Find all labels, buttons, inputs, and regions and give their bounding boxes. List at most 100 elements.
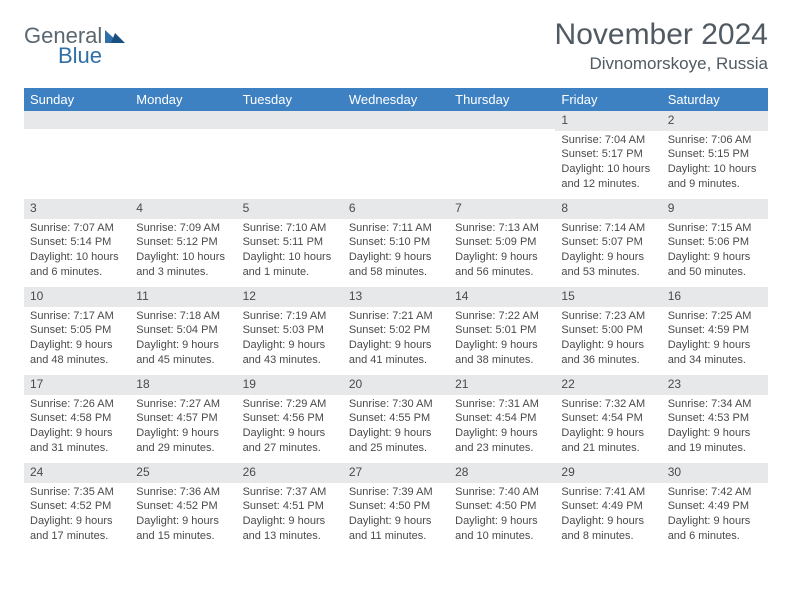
sunrise-text: Sunrise: 7:19 AM bbox=[243, 309, 337, 324]
sunset-text: Sunset: 4:56 PM bbox=[243, 411, 337, 426]
sunset-text: Sunset: 4:50 PM bbox=[349, 499, 443, 514]
calendar-row: 3Sunrise: 7:07 AMSunset: 5:14 PMDaylight… bbox=[24, 199, 768, 287]
calendar-cell: 20Sunrise: 7:30 AMSunset: 4:55 PMDayligh… bbox=[343, 375, 449, 463]
day-number: 5 bbox=[237, 199, 343, 219]
daylight-text: Daylight: 9 hours and 31 minutes. bbox=[30, 426, 124, 456]
sunset-text: Sunset: 4:49 PM bbox=[668, 499, 762, 514]
sunrise-text: Sunrise: 7:42 AM bbox=[668, 485, 762, 500]
sunset-text: Sunset: 4:50 PM bbox=[455, 499, 549, 514]
calendar-cell: 21 Sunrise: 7:31 AMSunset: 4:54 PMDayligh… bbox=[449, 375, 555, 463]
calendar-cell: 10Sunrise: 7:17 AMSunset: 5:05 PMDayligh… bbox=[24, 287, 130, 375]
day-number: 6 bbox=[343, 199, 449, 219]
sunrise-text: Sunrise: 7:25 AM bbox=[668, 309, 762, 324]
header: General Blue November 2024 Divnomorskoye… bbox=[24, 18, 768, 74]
calendar-body: 1Sunrise: 7:04 AMSunset: 5:17 PMDaylight… bbox=[24, 111, 768, 551]
daylight-text: Daylight: 9 hours and 23 minutes. bbox=[455, 426, 549, 456]
sunrise-text: Sunrise: 7:27 AM bbox=[136, 397, 230, 412]
calendar-cell: 15Sunrise: 7:23 AMSunset: 5:00 PMDayligh… bbox=[555, 287, 661, 375]
daylight-text: Daylight: 9 hours and 41 minutes. bbox=[349, 338, 443, 368]
day-number: 8 bbox=[555, 199, 661, 219]
sunrise-text: Sunrise: 7:18 AM bbox=[136, 309, 230, 324]
sunrise-text: Sunrise: 7:09 AM bbox=[136, 221, 230, 236]
sunrise-text: Sunrise: 7:31 AM bbox=[455, 397, 549, 412]
day-number: 2 bbox=[662, 111, 768, 131]
sunset-text: Sunset: 4:58 PM bbox=[30, 411, 124, 426]
weekday-header: Friday bbox=[555, 88, 661, 111]
day-content: Sunrise: 7:09 AMSunset: 5:12 PMDaylight:… bbox=[130, 219, 236, 284]
calendar-cell: 18Sunrise: 7:27 AMSunset: 4:57 PMDayligh… bbox=[130, 375, 236, 463]
sunset-text: Sunset: 5:15 PM bbox=[668, 147, 762, 162]
daylight-text: Daylight: 9 hours and 48 minutes. bbox=[30, 338, 124, 368]
calendar-cell: 7Sunrise: 7:13 AMSunset: 5:09 PMDaylight… bbox=[449, 199, 555, 287]
sunset-text: Sunset: 4:55 PM bbox=[349, 411, 443, 426]
sunrise-text: Sunrise: 7:41 AM bbox=[561, 485, 655, 500]
sunrise-text: Sunrise: 7:14 AM bbox=[561, 221, 655, 236]
day-content: Sunrise: 7:27 AMSunset: 4:57 PMDaylight:… bbox=[130, 395, 236, 460]
calendar-cell: 25Sunrise: 7:36 AMSunset: 4:52 PMDayligh… bbox=[130, 463, 236, 551]
day-content: Sunrise: 7:04 AMSunset: 5:17 PMDaylight:… bbox=[555, 131, 661, 196]
sunset-text: Sunset: 4:52 PM bbox=[136, 499, 230, 514]
sunset-text: Sunset: 5:14 PM bbox=[30, 235, 124, 250]
calendar-cell: 14Sunrise: 7:22 AMSunset: 5:01 PMDayligh… bbox=[449, 287, 555, 375]
calendar-row: 24Sunrise: 7:35 AMSunset: 4:52 PMDayligh… bbox=[24, 463, 768, 551]
logo: General Blue bbox=[24, 24, 127, 67]
day-content: Sunrise: 7:32 AMSunset: 4:54 PMDaylight:… bbox=[555, 395, 661, 460]
weekday-header: Saturday bbox=[662, 88, 768, 111]
day-content: Sunrise: 7:10 AMSunset: 5:11 PMDaylight:… bbox=[237, 219, 343, 284]
day-content: Sunrise: 7:14 AMSunset: 5:07 PMDaylight:… bbox=[555, 219, 661, 284]
day-content: Sunrise: 7:19 AMSunset: 5:03 PMDaylight:… bbox=[237, 307, 343, 372]
calendar-cell: 23Sunrise: 7:34 AMSunset: 4:53 PMDayligh… bbox=[662, 375, 768, 463]
day-content: Sunrise: 7:36 AMSunset: 4:52 PMDaylight:… bbox=[130, 483, 236, 548]
day-number: 24 bbox=[24, 463, 130, 483]
daylight-text: Daylight: 10 hours and 3 minutes. bbox=[136, 250, 230, 280]
calendar-cell: 22Sunrise: 7:32 AMSunset: 4:54 PMDayligh… bbox=[555, 375, 661, 463]
calendar-table: SundayMondayTuesdayWednesdayThursdayFrid… bbox=[24, 88, 768, 551]
sunrise-text: Sunrise: 7:32 AM bbox=[561, 397, 655, 412]
logo-blue: Blue bbox=[58, 44, 127, 67]
sunset-text: Sunset: 5:02 PM bbox=[349, 323, 443, 338]
calendar-head: SundayMondayTuesdayWednesdayThursdayFrid… bbox=[24, 88, 768, 111]
calendar-cell: 8Sunrise: 7:14 AMSunset: 5:07 PMDaylight… bbox=[555, 199, 661, 287]
day-number: 20 bbox=[343, 375, 449, 395]
day-number: 1 bbox=[555, 111, 661, 131]
sunset-text: Sunset: 5:06 PM bbox=[668, 235, 762, 250]
day-content: Sunrise: 7:17 AMSunset: 5:05 PMDaylight:… bbox=[24, 307, 130, 372]
daylight-text: Daylight: 9 hours and 45 minutes. bbox=[136, 338, 230, 368]
daylight-text: Daylight: 9 hours and 21 minutes. bbox=[561, 426, 655, 456]
day-number: 19 bbox=[237, 375, 343, 395]
day-content: Sunrise: 7:07 AMSunset: 5:14 PMDaylight:… bbox=[24, 219, 130, 284]
sunrise-text: Sunrise: 7:17 AM bbox=[30, 309, 124, 324]
day-content: Sunrise: 7:37 AMSunset: 4:51 PMDaylight:… bbox=[237, 483, 343, 548]
calendar-cell bbox=[130, 111, 236, 199]
calendar-cell: 9Sunrise: 7:15 AMSunset: 5:06 PMDaylight… bbox=[662, 199, 768, 287]
calendar-cell: 4Sunrise: 7:09 AMSunset: 5:12 PMDaylight… bbox=[130, 199, 236, 287]
sunset-text: Sunset: 5:07 PM bbox=[561, 235, 655, 250]
daylight-text: Daylight: 9 hours and 8 minutes. bbox=[561, 514, 655, 544]
sunrise-text: Sunrise: 7:22 AM bbox=[455, 309, 549, 324]
calendar-cell: 27Sunrise: 7:39 AMSunset: 4:50 PMDayligh… bbox=[343, 463, 449, 551]
calendar-cell: 29Sunrise: 7:41 AMSunset: 4:49 PMDayligh… bbox=[555, 463, 661, 551]
sunset-text: Sunset: 5:17 PM bbox=[561, 147, 655, 162]
calendar-cell: 5Sunrise: 7:10 AMSunset: 5:11 PMDaylight… bbox=[237, 199, 343, 287]
daylight-text: Daylight: 9 hours and 43 minutes. bbox=[243, 338, 337, 368]
sunset-text: Sunset: 4:57 PM bbox=[136, 411, 230, 426]
calendar-cell bbox=[449, 111, 555, 199]
sunrise-text: Sunrise: 7:07 AM bbox=[30, 221, 124, 236]
day-number: 3 bbox=[24, 199, 130, 219]
title-block: November 2024 Divnomorskoye, Russia bbox=[555, 18, 768, 74]
day-number: 28 bbox=[449, 463, 555, 483]
day-number: 15 bbox=[555, 287, 661, 307]
sunset-text: Sunset: 4:54 PM bbox=[455, 411, 549, 426]
day-content: Sunrise: 7:15 AMSunset: 5:06 PMDaylight:… bbox=[662, 219, 768, 284]
sunset-text: Sunset: 4:52 PM bbox=[30, 499, 124, 514]
day-content: Sunrise: 7:23 AMSunset: 5:00 PMDaylight:… bbox=[555, 307, 661, 372]
sunrise-text: Sunrise: 7:13 AM bbox=[455, 221, 549, 236]
day-number: 12 bbox=[237, 287, 343, 307]
day-number: 4 bbox=[130, 199, 236, 219]
day-number bbox=[237, 111, 343, 129]
sunrise-text: Sunrise: 7:21 AM bbox=[349, 309, 443, 324]
sunrise-text: Sunrise: 7:36 AM bbox=[136, 485, 230, 500]
day-number: 21 bbox=[449, 375, 555, 395]
calendar-cell: 11Sunrise: 7:18 AMSunset: 5:04 PMDayligh… bbox=[130, 287, 236, 375]
day-number: 27 bbox=[343, 463, 449, 483]
